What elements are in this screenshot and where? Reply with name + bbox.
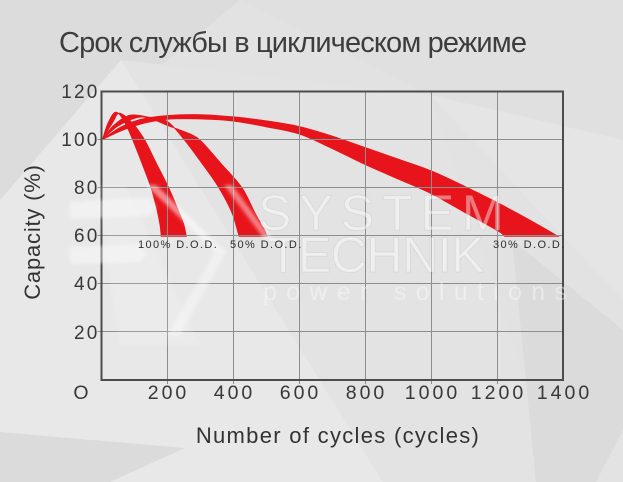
svg-text:Срок службы в циклическом режи: Срок службы в циклическом режиме [59,27,526,59]
svg-text:power solutions: power solutions [263,278,576,306]
svg-text:80: 80 [74,178,100,199]
svg-text:200: 200 [148,382,190,404]
svg-text:20: 20 [74,323,100,344]
svg-text:O: O [73,382,91,404]
svg-text:TECHNIK: TECHNIK [268,227,484,283]
svg-text:600: 600 [280,382,322,404]
svg-text:60: 60 [74,226,100,247]
svg-text:120: 120 [61,82,99,103]
svg-text:1200: 1200 [471,382,526,404]
svg-text:1400: 1400 [537,382,592,404]
svg-text:30% D.O.D.: 30% D.O.D. [493,239,566,251]
svg-text:50% D.O.D.: 50% D.O.D. [230,239,303,251]
svg-text:100% D.O.D.: 100% D.O.D. [138,239,218,251]
svg-text:100: 100 [61,130,99,151]
svg-text:SYSTEM: SYSTEM [258,185,512,241]
svg-text:40: 40 [74,274,100,295]
svg-text:800: 800 [346,382,388,404]
svg-text:400: 400 [214,382,256,404]
svg-text:Capacity (%): Capacity (%) [20,164,45,300]
svg-text:1000: 1000 [405,382,460,404]
svg-text:Number of cycles (cycles): Number of cycles (cycles) [196,423,480,448]
